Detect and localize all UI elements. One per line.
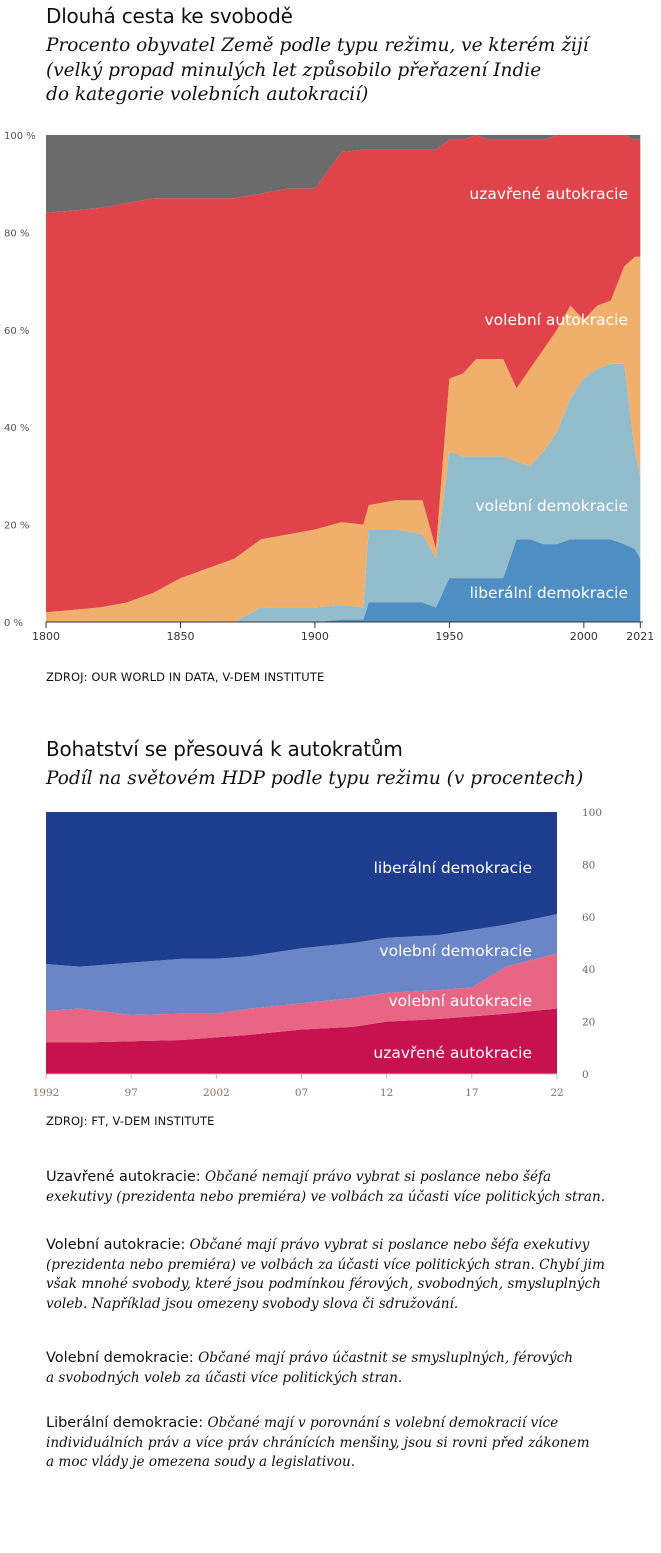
chart2-x-tick-label: 97	[124, 1087, 137, 1099]
chart1-y-tick-label: 100 %	[4, 131, 36, 142]
chart1-subtitle-line: (velký propad minulých let způsobilo pře…	[46, 59, 542, 81]
chart2-y-tick-label: 40	[582, 964, 595, 976]
definition-closed-autocracy: Uzavřené autokracie: Občané nemají právo…	[46, 1168, 616, 1207]
chart1-y-tick-label: 20 %	[4, 521, 29, 532]
definition-text: Občané mají právo účastnit se smysluplný…	[198, 1350, 573, 1366]
chart1-series-label: uzavřené autokracie	[469, 185, 628, 203]
chart1-source: ZDROJ: OUR WORLD IN DATA, V-DEM INSTITUT…	[46, 670, 325, 684]
definition-term: Volební demokracie:	[46, 1350, 194, 1366]
chart2-x-tick-label: 2002	[203, 1087, 230, 1099]
chart1-x-tick-label: 2000	[570, 630, 598, 643]
chart2-series-label: volební demokracie	[379, 942, 532, 960]
chart2-subtitle: Podíl na světovém HDP podle typu režimu …	[46, 768, 584, 789]
chart1-series-label: volební autokracie	[485, 311, 629, 329]
chart1-y-tick-label: 60 %	[4, 326, 29, 337]
definition-term: Liberální demokracie:	[46, 1415, 204, 1431]
chart1-svg: 100 % 80 % 60 % 40 % 20 % 0 % 1800 1850 1900 1950…	[4, 131, 654, 643]
chart2-series-label: uzavřené autokracie	[373, 1044, 532, 1062]
chart2-x-tick-label: 07	[295, 1087, 308, 1099]
chart1-y-tick-label: 0 %	[4, 618, 23, 629]
chart2-x-tick-label: 22	[550, 1087, 563, 1099]
definition-text: Občané nemají právo vybrat si poslance n…	[205, 1169, 552, 1185]
chart2-area-1	[46, 953, 557, 1043]
chart1-area-0	[46, 539, 641, 622]
chart2-area-0	[46, 1008, 557, 1074]
chart2-x-tick-label: 1992	[33, 1087, 60, 1099]
chart1-series-label: volební demokracie	[475, 497, 628, 515]
chart2-area-3	[46, 812, 557, 967]
chart1-area-4	[46, 135, 641, 213]
chart1-area-3	[46, 135, 641, 613]
chart2-series-label: liberální demokracie	[374, 859, 532, 877]
chart2-series-label: volební autokracie	[389, 992, 533, 1010]
chart1-y-tick-label: 40 %	[4, 423, 29, 434]
definition-term: Uzavřené autokracie:	[46, 1169, 201, 1185]
definition-text: individuálních práv a více práv chránící…	[46, 1434, 590, 1451]
definition-liberal-democracy: Liberální demokracie: Občané mají v poro…	[46, 1414, 616, 1473]
definition-text: voleb. Například jsou omezeny svobody sl…	[46, 1295, 459, 1312]
definition-text: exekutivy (prezidenta nebo premiéra) ve …	[46, 1188, 606, 1205]
definition-text: a svobodných voleb za účasti více politi…	[46, 1369, 403, 1386]
definition-electoral-autocracy: Volební autokracie: Občané mají právo vy…	[46, 1236, 616, 1314]
chart1-x-tick-label: 1950	[435, 630, 463, 643]
chart2-y-tick-label: 80	[582, 859, 595, 871]
chart2-x-tick-label: 12	[380, 1087, 393, 1099]
chart2-area-2	[46, 914, 557, 1016]
chart2-y-tick-label: 60	[582, 912, 595, 924]
chart2-source: ZDROJ: FT, V-DEM INSTITUTE	[46, 1114, 215, 1128]
definition-electoral-democracy: Volební demokracie: Občané mají právo úč…	[46, 1349, 616, 1388]
chart1-subtitle: Procento obyvatel Země podle typu režimu…	[46, 34, 589, 108]
chart2-y-tick-label: 100	[582, 807, 602, 819]
chart1-x-tick-label: 1850	[166, 630, 194, 643]
chart1-area-1	[46, 363, 641, 622]
chart1-series-label: liberální demokracie	[470, 584, 628, 602]
chart1-x-tick-label: 1900	[301, 630, 329, 643]
chart1-title: Dlouhá cesta ke svobodě	[46, 4, 293, 28]
chart1-x-tick-label: 2021	[626, 630, 654, 643]
chart1-area-2	[46, 256, 641, 622]
definition-text: však mnohé svobody, které jsou podmínkou…	[46, 1276, 601, 1292]
chart2-y-tick-label: 0	[582, 1069, 589, 1081]
definition-text: a moc vlády je omezena soudy a legislati…	[46, 1454, 356, 1470]
chart2-title: Bohatství se přesouvá k autokratům	[46, 737, 403, 761]
definition-text: (prezidenta nebo premiéra) ve volbách za…	[46, 1256, 605, 1273]
chart2-x-tick-label: 17	[465, 1087, 478, 1099]
definition-text: Občané mají právo vybrat si poslance neb…	[189, 1237, 590, 1253]
definition-term: Volební autokracie:	[46, 1237, 186, 1253]
chart1-subtitle-line: Procento obyvatel Země podle typu režimu…	[46, 35, 589, 56]
chart1-subtitle-line: do kategorie volebních autokracií)	[46, 84, 369, 105]
definition-text: Občané mají v porovnání s volební demokr…	[207, 1415, 559, 1431]
chart1-x-tick-label: 1800	[32, 630, 60, 643]
chart1-y-tick-label: 80 %	[4, 228, 29, 239]
chart2-y-tick-label: 20	[582, 1017, 595, 1029]
